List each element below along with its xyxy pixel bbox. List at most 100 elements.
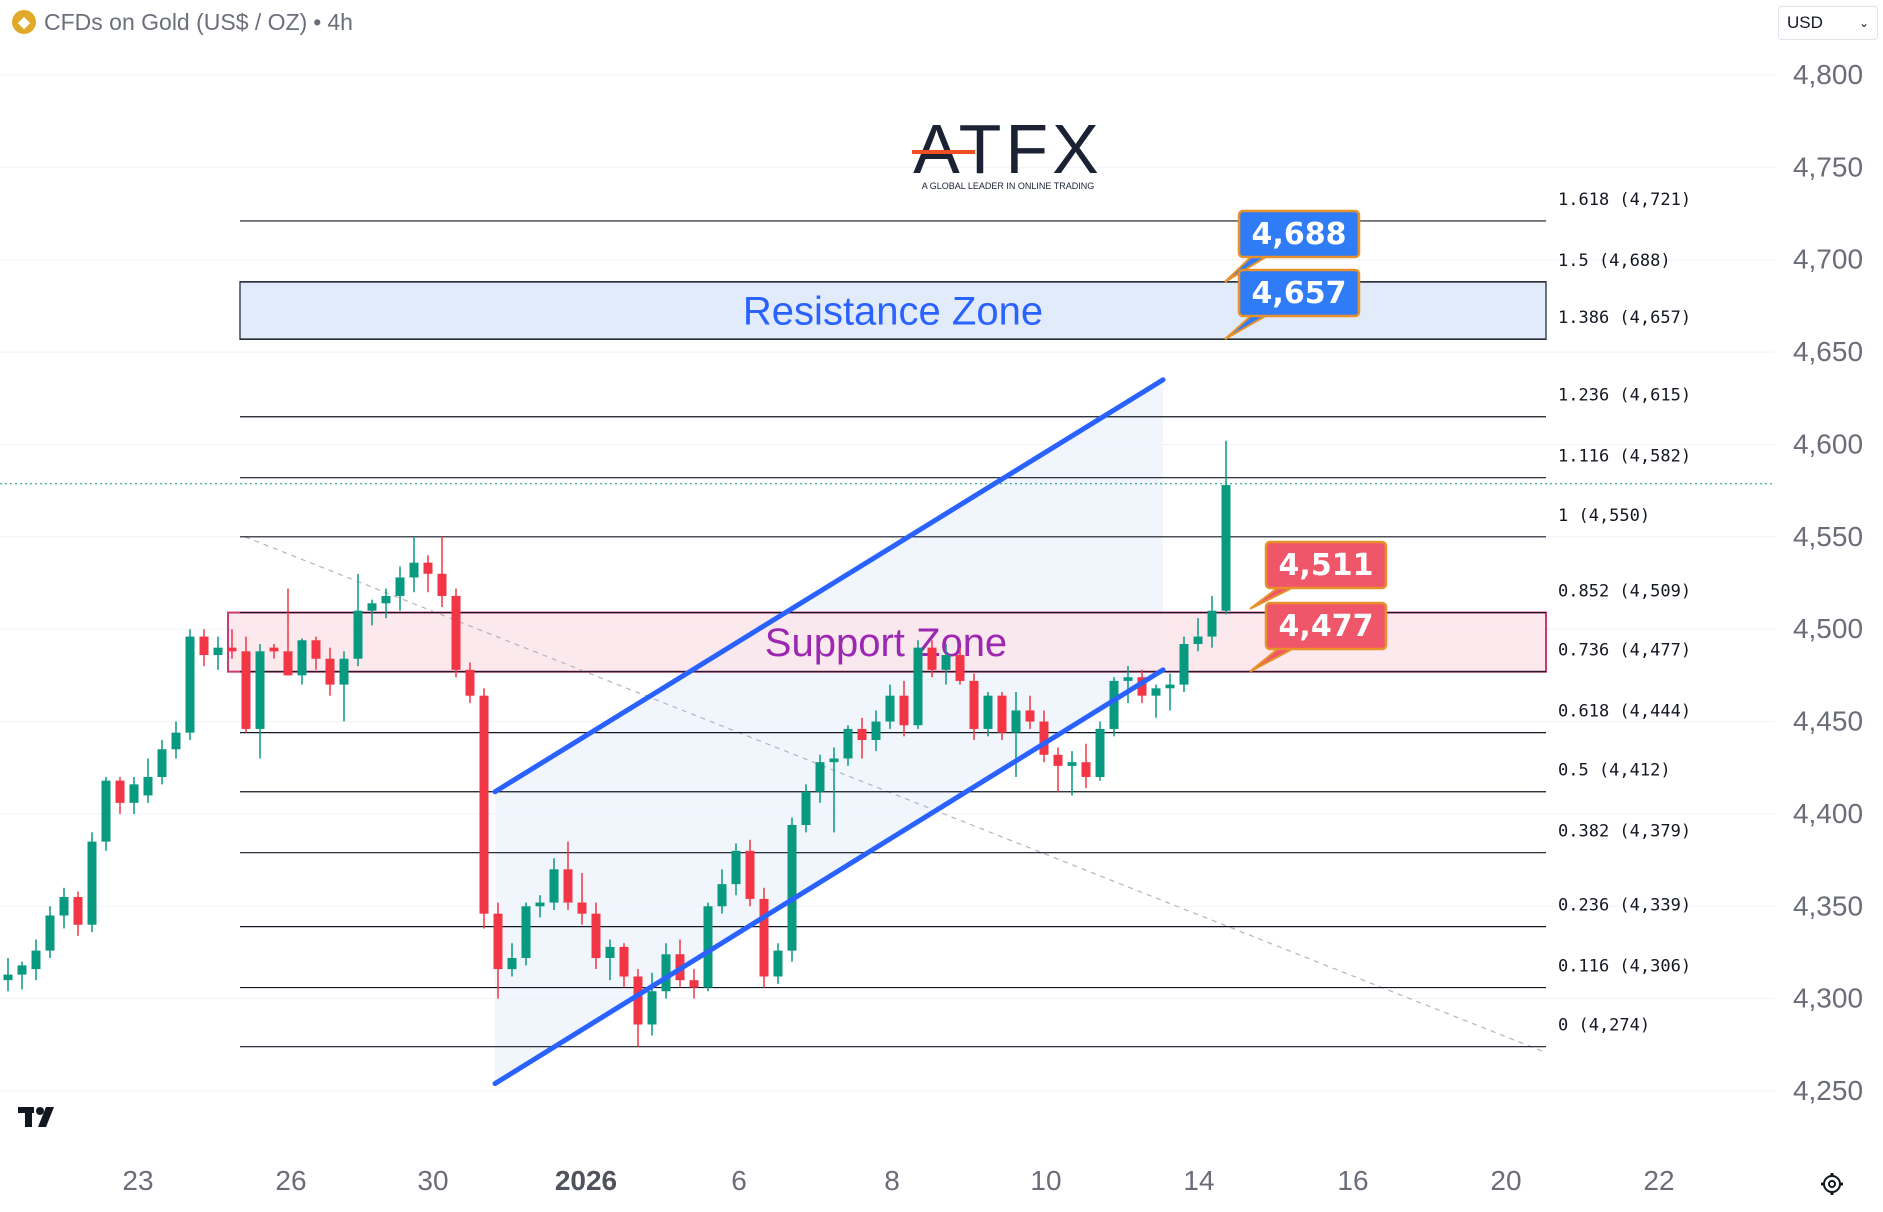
candle-body [115,780,125,803]
candle-body [619,946,629,977]
resistance-zone-label: Resistance Zone [743,290,1043,334]
y-tick-label: 4,400 [1793,798,1863,829]
fib-label: 0.382 (4,379) [1558,822,1691,842]
y-tick-label: 4,500 [1793,613,1863,644]
y-axis[interactable]: 4,250 4,300 4,350 4,400 4,450 4,500 4,550 4,600… [1793,59,1863,1106]
candle-body [1137,677,1147,696]
currency-selector[interactable]: USD ⌄ [1778,6,1878,40]
candle-body [1067,762,1077,766]
tradingview-logo-icon[interactable] [16,1104,66,1130]
candle-body [983,695,993,729]
candle-body [479,695,489,914]
candle-body [185,636,195,733]
candle-body [689,980,699,988]
candle-body [325,658,335,685]
price-callout[interactable] [1264,601,1388,651]
atfx-logo-text: ATFX [913,110,1103,188]
y-tick-label: 4,450 [1793,706,1863,737]
candle-body [1053,754,1063,766]
x-tick-label: 20 [1490,1165,1521,1196]
candle-body [563,869,573,903]
candle-body [381,595,391,604]
dashed-trendline [244,536,1546,1053]
fib-label: 0.852 (4,509) [1558,582,1691,602]
channel-fill [495,379,1163,1084]
interval-label[interactable]: 4h [327,8,353,35]
candle-body [45,915,55,951]
price-callout[interactable] [1264,540,1388,590]
x-tick-label: 22 [1643,1165,1674,1196]
x-tick-label: 6 [731,1165,747,1196]
channel-upper-line[interactable] [492,377,1166,795]
candle-body [1123,677,1133,681]
price-callout[interactable] [1237,209,1361,259]
candle-body [3,974,13,981]
y-tick-label: 4,250 [1793,1075,1863,1106]
symbol-title: CFDs on Gold (US$ / OZ) [44,8,308,35]
price-callout-label: 4,688 [1252,217,1347,252]
candle-body [815,762,825,792]
fib-label: 1.618 (4,721) [1558,190,1691,210]
candle-body [73,897,83,925]
atfx-logo: ATFX A GLOBAL LEADER IN ONLINE TRADING [912,110,1103,191]
fib-label: 1.236 (4,615) [1558,386,1691,406]
chart-header[interactable]: ◆ CFDs on Gold (US$ / OZ) • 4h [12,8,353,36]
candle-body [843,728,853,759]
candle-body [59,897,69,916]
price-callout-label: 4,657 [1252,276,1347,311]
candle-body [311,640,321,659]
candle-body [1081,762,1091,777]
x-tick-label: 26 [275,1165,306,1196]
x-tick-label: 16 [1337,1165,1368,1196]
price-callout[interactable] [1237,268,1361,318]
channel-lower-line[interactable] [492,667,1166,1087]
x-axis[interactable]: 23 26 30 2026 6 8 10 14 16 20 22 [122,1165,1674,1196]
candle-body [703,906,713,988]
price-callouts[interactable]: 4,688 4,657 4,511 4,477 [1224,209,1388,673]
y-tick-label: 4,350 [1793,890,1863,921]
candle-body [857,728,867,741]
candle-body [535,902,545,907]
fib-label: 0.736 (4,477) [1558,641,1691,661]
candle-body [717,884,727,907]
candle-body [1207,610,1217,637]
y-tick-label: 4,550 [1793,521,1863,552]
candle-body [661,954,671,992]
fib-label: 1 (4,550) [1558,506,1650,526]
candle-body [521,906,531,958]
candle-body [227,647,237,652]
y-tick-label: 4,750 [1793,151,1863,182]
candle-body [549,869,559,903]
x-tick-label: 2026 [555,1165,617,1196]
y-tick-label: 4,650 [1793,336,1863,367]
y-tick-label: 4,300 [1793,983,1863,1014]
gear-icon[interactable] [1816,1168,1848,1200]
x-tick-label: 30 [417,1165,448,1196]
candle-body [1221,485,1231,611]
y-tick-label: 4,700 [1793,244,1863,275]
candle-body [143,776,153,796]
candle-body [1179,643,1189,685]
ascending-channel[interactable] [492,377,1166,1087]
chevron-down-icon: ⌄ [1858,16,1869,30]
candlestick-series [3,440,1231,1047]
candle-body [507,957,517,970]
candle-body [451,595,461,670]
candle-body [353,610,363,659]
candle-body [787,824,797,951]
x-tick-label: 14 [1183,1165,1214,1196]
header-separator: • [313,8,322,35]
candle-body [297,640,307,676]
candle-body [871,721,881,741]
candle-body [913,647,923,726]
candle-body [199,636,209,656]
candle-body [255,651,265,729]
candle-body [1151,688,1161,696]
candle-body [31,950,41,970]
fib-label: 0.236 (4,339) [1558,896,1691,916]
candle-body [941,655,951,670]
candle-body [367,603,377,611]
candle-body [1095,728,1105,777]
candle-body [773,950,783,977]
